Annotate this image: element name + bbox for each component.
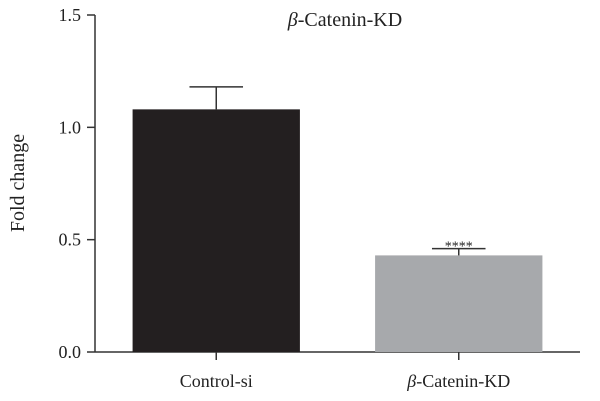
chart-title: β-Catenin-KD xyxy=(287,9,402,31)
y-tick-label: 1.5 xyxy=(59,5,82,25)
y-tick-label: 1.0 xyxy=(59,117,82,137)
x-tick-label: Control-si xyxy=(180,371,253,391)
bar xyxy=(132,109,300,352)
y-tick-label: 0.5 xyxy=(59,230,82,250)
x-tick-label-text: Control-si xyxy=(180,371,253,391)
x-tick-label: β-Catenin-KD xyxy=(406,371,510,391)
bar xyxy=(375,255,543,352)
chart-title-symbol: β xyxy=(287,9,298,31)
significance-label: **** xyxy=(445,240,473,255)
x-tick-label-text: -Catenin-KD xyxy=(416,371,510,391)
y-axis-title: Fold change xyxy=(7,134,29,232)
chart-title-text: -Catenin-KD xyxy=(298,9,402,31)
x-tick-label-symbol: β xyxy=(406,371,416,391)
y-tick-label: 0.0 xyxy=(59,342,82,362)
